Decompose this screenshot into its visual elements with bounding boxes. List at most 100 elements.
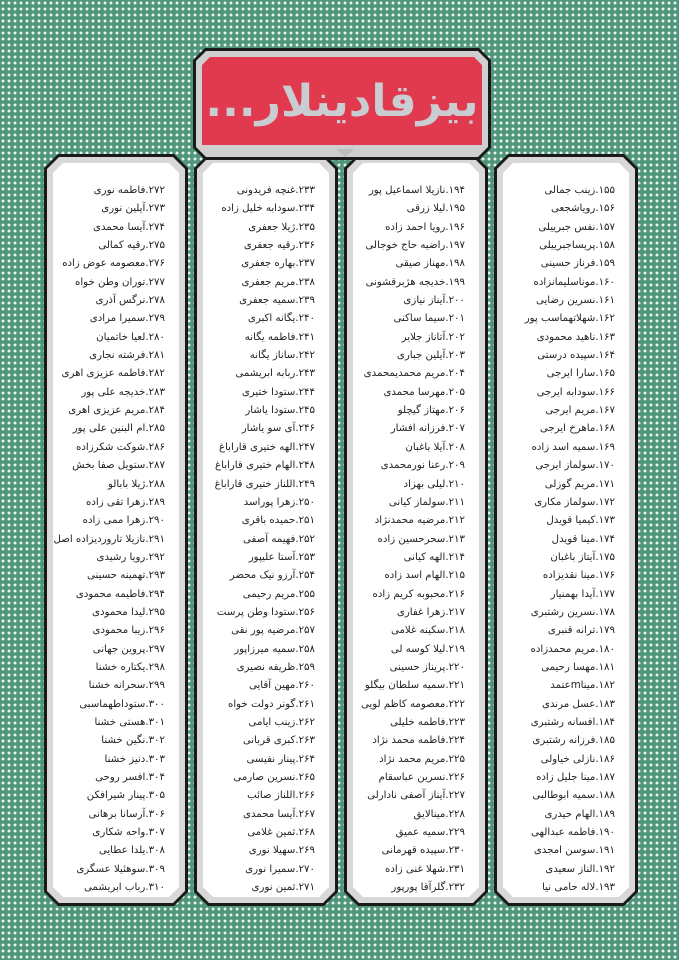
list-item: ۲۲۱.سمیه سلطان بیگلو [364, 680, 465, 692]
list-item: ۲۱۳.سحرحسین زاده [377, 533, 465, 545]
list-item: ۳۰۵.پینار شیرافکن [86, 790, 165, 802]
list-item: ۲۰۸.آیلا باغبان [405, 441, 465, 453]
list-item: ۲۹۷.پروین جهانی [92, 643, 165, 655]
list-item: ۱۵۵.زینب جمالی [544, 185, 615, 196]
list-item: ۲۰۵.مهرسا محمدی [383, 386, 465, 398]
list-item: ۱۸۰.مریم محمدزاده [530, 643, 615, 655]
list-item: ۲۲۳.فاطمه خلیلی [390, 716, 465, 728]
list-item: ۲۳۶.رقیه جعفری [243, 240, 315, 252]
list-item: ۱۸۳.عسل مرندی [541, 698, 615, 710]
list-item: ۲۳۹.سمیه جعفری [239, 295, 315, 307]
list-item: ۲۵۳.آستا علیپور [248, 551, 315, 563]
list-item: ۲۴۸.الهام ختیری قاراباغ [215, 460, 315, 472]
list-item: ۳۰۸.یلدا عطایی [98, 845, 165, 857]
list-item: ۲۳۱.شهلا غنی زاده [385, 863, 465, 875]
name-columns: ۱۵۵.زینب جمالی ۱۵۶.رویاشجعی ۱۵۷.نفس جبرییل… [44, 154, 638, 906]
list-item: ۲۷۰.سمیرا نوری [245, 863, 315, 875]
list-item: ۱۶۸.ماهرخ ایرجی [539, 423, 615, 435]
list-item: ۲۸۹.زهرا تقی زاده [86, 496, 165, 508]
list-item: ۱۶۴.سپیده درستی [537, 350, 615, 362]
name-column-panel: ۲۷۲.فاطمه نوری ۲۷۳.آیلین نوری ۲۷۴.آیسا محم… [44, 154, 188, 906]
list-item: ۱۹۷.راضیه حاج خوجالی [365, 240, 465, 252]
list-item: ۲۳۲.گلرآقا پورپور [391, 882, 465, 894]
list-item: ۲۵۶.ستودا وطن پرست [216, 606, 315, 618]
list-item: ۱۵۶.رویاشجعی [551, 203, 615, 215]
list-item: ۱۶۹.سمیه اسد زاده [531, 441, 615, 453]
list-item: ۱۸۹.الهام حیدری [544, 808, 615, 820]
list-item: ۱۹۳.لاله حامی نیا [542, 882, 615, 894]
list-item: ۲۹۶.زیبا محمودی [92, 625, 165, 637]
list-item: ۲۴۰.یگانه اکبری [247, 313, 315, 325]
list-item: ۲۰۳.آیلین جباری [396, 350, 465, 362]
list-item: ۲۰۹.رعنا نورمحمدی [380, 460, 465, 472]
name-list: ۱۹۴.نازیلا اسماعیل پور ۱۹۵.لیلا زرقی ۱۹۶.ر… [353, 163, 479, 897]
list-item: ۱۷۶.مینا نقدیزاده [542, 570, 615, 582]
name-list: ۱۵۵.زینب جمالی ۱۵۶.رویاشجعی ۱۵۷.نفس جبرییل… [503, 163, 629, 897]
list-item: ۲۸۷.ستویل صفا بخش [72, 460, 165, 472]
list-item: ۱۷۷.آیدا بهمنیار [550, 588, 615, 600]
list-item: ۲۵۷.مرضیه پور نقی [231, 625, 315, 637]
list-item: ۱۵۷.نفس جبرییلی [538, 221, 615, 233]
list-item: ۲۳۵.ژیلا جعفری [248, 221, 315, 233]
name-list: ۲۷۲.فاطمه نوری ۲۷۳.آیلین نوری ۲۷۴.آیسا محم… [53, 163, 179, 897]
list-item: ۱۶۲.شهلاتهماسب پور [524, 313, 615, 325]
list-item: ۳۰۱.هستی خشنا [94, 716, 165, 728]
list-item: ۲۶۱.گونر دولت خواه [228, 698, 315, 710]
list-item: ۲۰۷.فرزانه افشار [390, 423, 465, 435]
list-item: ۳۰۶.آرسانا برهانی [88, 808, 165, 820]
list-item: ۲۹۰.زهرا ممی زاده [82, 515, 165, 527]
list-item: ۲۶۸.ثمین غلامی [247, 827, 315, 839]
list-item: ۲۶۹.سهیلا نوری [248, 845, 315, 857]
list-item: ۲۴۹.اللناز ختیری قاراباغ [214, 478, 315, 490]
header-banner: بیزقادینلار... [193, 48, 491, 160]
list-item: ۲۵۴.آرزو نیک محضر [229, 570, 315, 582]
name-column-panel: ۱۹۴.نازیلا اسماعیل پور ۱۹۵.لیلا زرقی ۱۹۶.ر… [344, 154, 488, 906]
list-item: ۱۸۵.فرزانه رشتبری [532, 735, 615, 747]
list-item: ۲۶۰.مهین آقایی [248, 680, 315, 692]
list-item: ۲۸۸.ژیلا بابالو [108, 478, 165, 490]
list-item: ۱۷۵.آیتاز باغبان [550, 551, 615, 563]
list-item: ۲۲۷.آیناز آصفی نادارلی [367, 790, 465, 802]
list-item: ۲۷۵.رقیه کمالی [98, 240, 165, 252]
list-item: ۲۴۱.فاطمه یگانه [244, 331, 315, 343]
list-item: ۲۹۵.لیدا محمودی [92, 606, 165, 618]
list-item: ۲۶۲.زینب ایامی [248, 716, 315, 728]
list-item: ۲۲۶.نسرین عباسقام [378, 772, 465, 783]
list-item: ۲۹۸.یکتاره خشنا [95, 661, 165, 673]
list-item: ۲۱۲.مرضیه محمدنژاد [374, 515, 465, 527]
list-item: ۲۷۶.معصومه عوض زاده [62, 258, 165, 270]
list-item: ۲۵۵.مریم رحیمی [242, 588, 315, 600]
list-item: ۲۴۳.ربابه ابریشمی [235, 368, 315, 380]
list-item: ۲۶۵.نسرین صارمی [233, 772, 315, 783]
list-item: ۱۵۸.پریساجبرییلی [539, 240, 615, 252]
list-item: ۲۸۰.لعیا خاتمیان [96, 331, 165, 343]
list-item: ۲۳۷.بهاره جعفری [241, 258, 315, 270]
list-item: ۲۳۰.سپیده قهرمانی [381, 845, 465, 857]
list-item: ۱۶۱.نسرین رضایی [535, 295, 615, 307]
list-item: ۱۹۴.نازیلا اسماعیل پور [368, 185, 465, 196]
list-item: ۲۲۴.فاطمه محمد نژاد [372, 735, 465, 747]
list-item: ۳۰۹.سوهئیلا عسگری [76, 863, 165, 875]
list-item: ۲۸۱.فرشته نجاری [89, 350, 165, 362]
list-item: ۲۵۸.سمیه میرزاپور [234, 643, 315, 655]
list-item: ۲۹۲.رویا رشیدی [96, 551, 165, 563]
list-item: ۱۷۸.نسرین رشتبری [530, 606, 615, 618]
list-item: ۳۰۲.نگین خشنا [101, 735, 165, 747]
list-item: ۲۰۶.مهتاز گیچلو [397, 405, 465, 417]
page-title: بیزقادینلار... [205, 75, 479, 127]
list-item: ۳۰۷.واحه شکاری [92, 827, 165, 839]
name-column-panel: ۱۵۵.زینب جمالی ۱۵۶.رویاشجعی ۱۵۷.نفس جبرییل… [494, 154, 638, 906]
list-item: ۲۱۶.محبوبه کریم زاده [372, 588, 465, 600]
list-item: ۲۱۹.لیلا کوسه لی [390, 643, 465, 655]
list-item: ۳۰۴.افسر روحی [95, 772, 165, 783]
list-item: ۱۹۱.سوسن امجدی [533, 845, 615, 857]
list-item: ۳۱۰.رباب ابریشمی [84, 882, 165, 894]
list-item: ۱۶۷.مریم ایرجی [545, 405, 615, 417]
list-item: ۲۲۵.مریم محمد نژاد [379, 753, 465, 765]
list-item: ۱۹۲.الناز سعیدی [545, 863, 615, 875]
list-item: ۱۷۰.سولماز ایرجی [535, 460, 615, 472]
list-item: ۱۷۹.ترانه قنبری [547, 625, 615, 637]
list-item: ۲۹۱.نازیلا تاروردیزاده اصل [53, 533, 165, 545]
list-item: ۲۷۳.آیلین نوری [101, 203, 165, 215]
list-item: ۱۹۸.مهناز صیقی [395, 258, 465, 270]
